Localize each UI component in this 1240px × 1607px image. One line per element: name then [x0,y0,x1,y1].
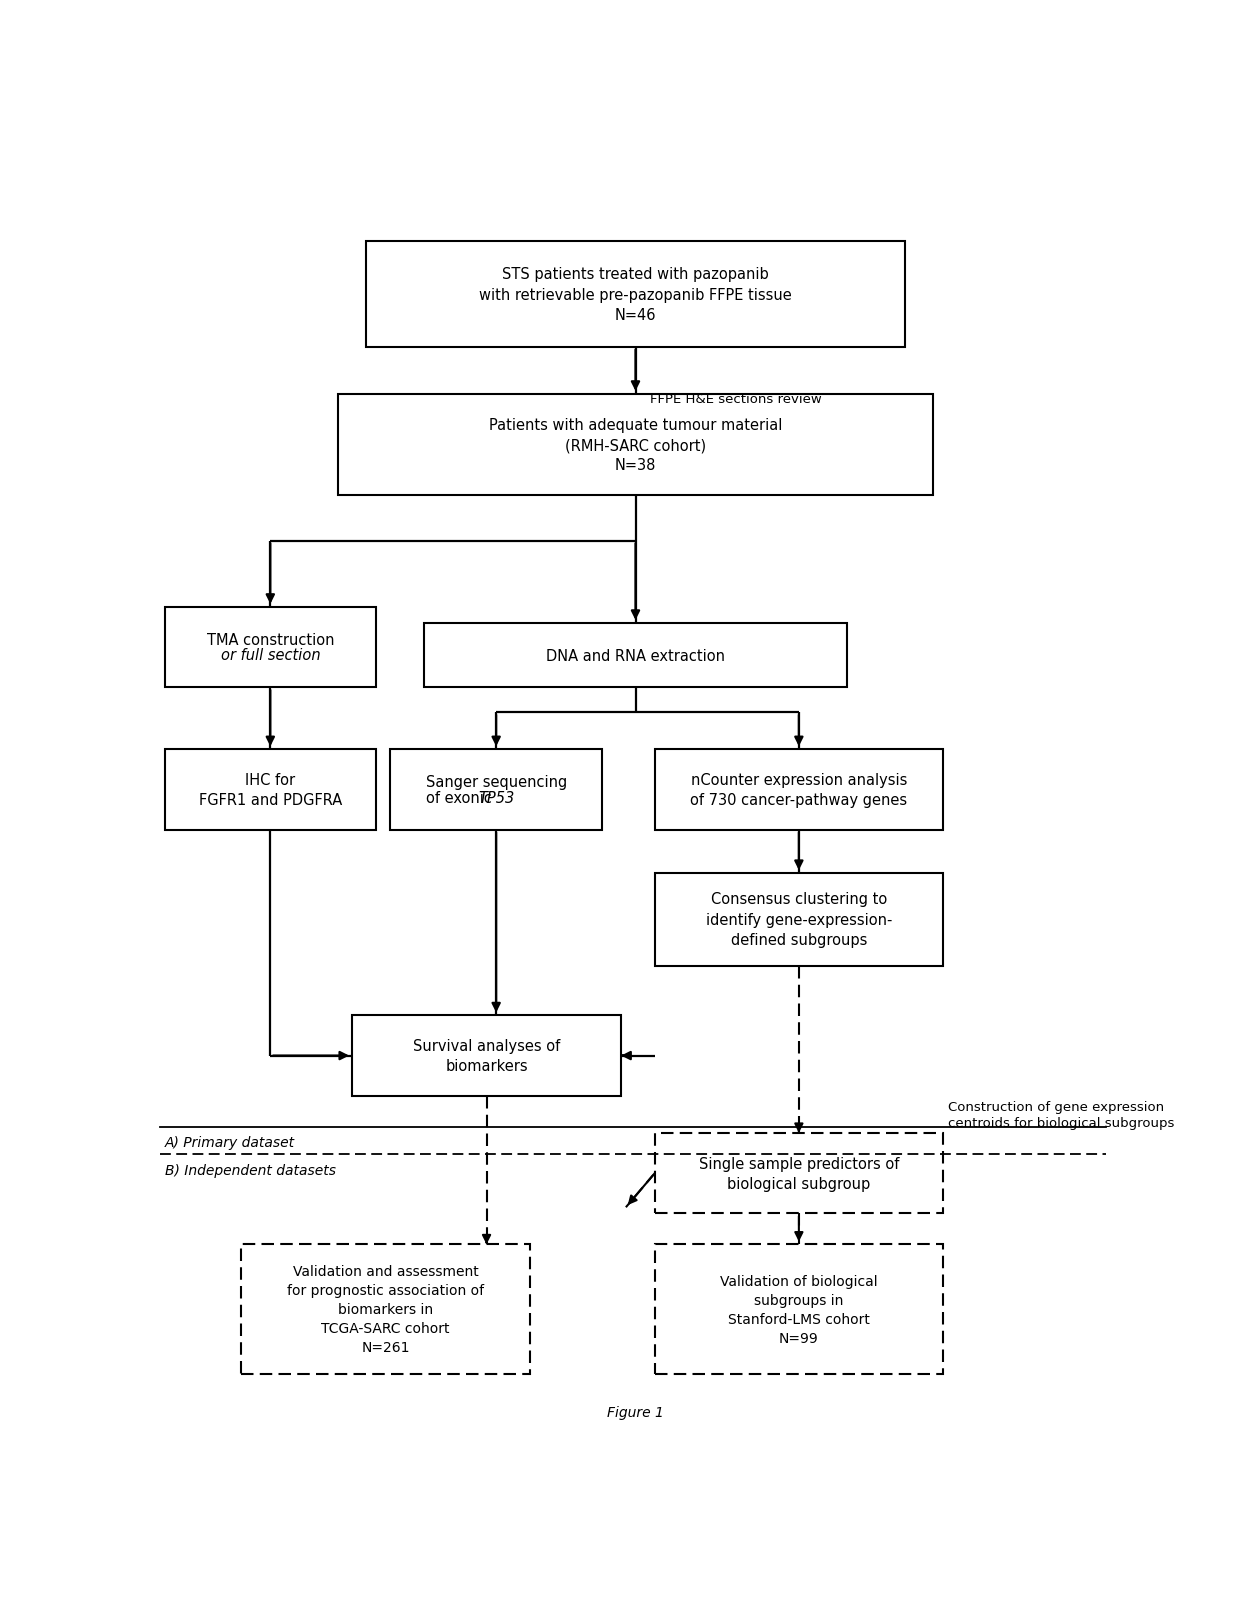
Text: nCounter expression analysis
of 730 cancer-pathway genes: nCounter expression analysis of 730 canc… [691,773,908,808]
FancyBboxPatch shape [367,243,905,347]
FancyBboxPatch shape [165,749,376,831]
FancyBboxPatch shape [242,1244,529,1374]
Text: FFPE H&E sections review: FFPE H&E sections review [650,394,822,407]
FancyBboxPatch shape [391,749,601,831]
Text: Single sample predictors of
biological subgroup: Single sample predictors of biological s… [698,1155,899,1191]
Text: IHC for
FGFR1 and PDGFRA: IHC for FGFR1 and PDGFRA [198,773,342,808]
Text: DNA and RNA extraction: DNA and RNA extraction [546,648,725,664]
Text: Consensus clustering to
identify gene-expression-
defined subgroups: Consensus clustering to identify gene-ex… [706,892,892,948]
Text: STS patients treated with pazopanib
with retrievable pre-pazopanib FFPE tissue
N: STS patients treated with pazopanib with… [479,267,792,323]
Text: Survival analyses of
biomarkers: Survival analyses of biomarkers [413,1038,560,1073]
FancyBboxPatch shape [337,395,934,497]
FancyBboxPatch shape [655,874,944,966]
FancyBboxPatch shape [655,749,944,831]
Text: A) Primary dataset: A) Primary dataset [165,1135,295,1149]
Text: B) Independent datasets: B) Independent datasets [165,1163,336,1178]
FancyBboxPatch shape [424,624,847,688]
Text: TMA construction: TMA construction [207,632,334,648]
Text: Construction of gene expression
centroids for biological subgroups: Construction of gene expression centroid… [947,1101,1174,1130]
Text: Validation and assessment
for prognostic association of
biomarkers in
TCGA-SARC : Validation and assessment for prognostic… [288,1265,484,1355]
FancyBboxPatch shape [165,607,376,688]
Text: Sanger sequencing: Sanger sequencing [425,775,567,789]
Text: of exonic: of exonic [425,791,496,805]
FancyBboxPatch shape [655,1133,944,1213]
Text: Figure 1: Figure 1 [608,1405,663,1419]
Text: TP53: TP53 [479,791,515,805]
FancyBboxPatch shape [655,1244,944,1374]
Text: Validation of biological
subgroups in
Stanford-LMS cohort
N=99: Validation of biological subgroups in St… [720,1274,878,1345]
Text: Patients with adequate tumour material
(RMH-SARC cohort)
N=38: Patients with adequate tumour material (… [489,418,782,472]
Text: or full section: or full section [221,648,320,664]
FancyBboxPatch shape [352,1016,621,1096]
